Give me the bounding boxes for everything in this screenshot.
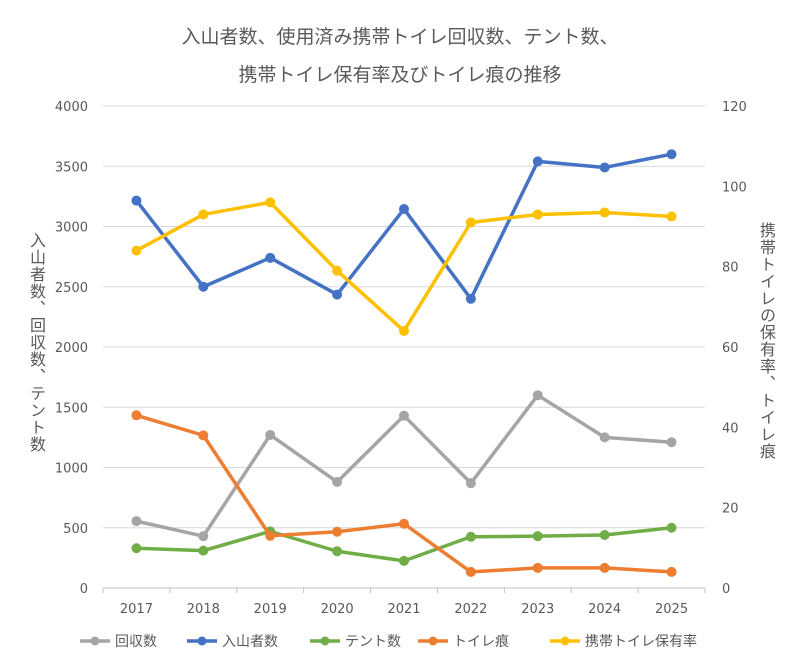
data-point (599, 562, 610, 573)
legend-marker (90, 636, 100, 646)
data-point (399, 518, 409, 529)
y-right-tick-label: 60 (722, 341, 739, 356)
y-axis-right-label: 携帯トイレの保有率、トイレ痕 (757, 222, 776, 460)
series-携帯トイレ保有率 (131, 197, 677, 336)
data-point (465, 531, 476, 542)
data-point (131, 410, 142, 421)
series-トイレ痕 (131, 410, 677, 577)
y-left-tick-label: 2500 (55, 281, 88, 296)
y-left-tick-label: 3000 (55, 221, 88, 236)
data-point (131, 245, 142, 256)
y-left-tick-label: 1000 (55, 462, 88, 477)
data-point (599, 207, 610, 218)
data-point (666, 437, 677, 448)
y-right-tick-label: 0 (722, 582, 730, 597)
legend-marker (428, 636, 438, 646)
data-point (532, 562, 543, 573)
legend-item: トイレ痕 (418, 634, 509, 650)
data-point (332, 526, 343, 537)
data-point (666, 522, 677, 533)
y-right-tick-label: 120 (722, 100, 747, 115)
data-point (332, 476, 343, 487)
legend-item: 回収数 (80, 634, 157, 650)
data-point (399, 204, 409, 215)
x-tick-label: 2020 (321, 602, 354, 617)
y-left-tick-label: 3500 (55, 160, 88, 175)
data-point (198, 545, 209, 556)
data-point (532, 156, 543, 167)
data-point (265, 429, 276, 440)
data-point (131, 195, 142, 206)
data-point (265, 252, 276, 263)
chart-title-line-1: 入山者数、使用済み携帯トイレ回収数、テント数、 (181, 26, 619, 48)
legend-item: 入山者数 (187, 634, 278, 650)
legend-item: テント数 (310, 634, 401, 650)
gridlines (103, 105, 705, 589)
x-tick-label: 2021 (387, 602, 420, 617)
y-right-tick-label: 40 (722, 421, 739, 436)
data-point (399, 555, 409, 566)
y-right-tick-label: 20 (722, 502, 739, 517)
x-tick-label: 2018 (187, 602, 220, 617)
legend-item: 携帯トイレ保有率 (550, 633, 697, 650)
data-point (198, 430, 209, 441)
series-回収数 (131, 390, 677, 542)
data-point (532, 531, 543, 542)
legend-label: 回収数 (115, 634, 157, 650)
data-point (399, 410, 409, 421)
data-point (265, 530, 276, 541)
legend-label: 入山者数 (222, 634, 278, 650)
legend: 回収数 入山者数 テント数 トイレ痕 携帯トイレ保有率 (80, 633, 697, 650)
data-point (198, 209, 209, 220)
data-point (131, 543, 142, 554)
y-left-tick-label: 2000 (55, 341, 88, 356)
x-tick-label: 2017 (120, 602, 153, 617)
x-tick-label: 2025 (655, 602, 688, 617)
series-入山者数 (131, 149, 677, 304)
x-tick-label: 2022 (454, 602, 487, 617)
data-point (599, 529, 610, 540)
x-tick-label: 2023 (521, 602, 554, 617)
y-right-tick-label: 80 (722, 261, 739, 276)
data-point (465, 217, 476, 228)
y-right-tick-label: 100 (722, 180, 747, 195)
y-axis-left-label: 入山者数、回収数、テント数 (27, 232, 46, 453)
legend-label: テント数 (345, 634, 401, 650)
data-point (532, 390, 543, 401)
legend-marker (197, 636, 207, 646)
data-point (265, 197, 276, 208)
y-left-tick-label: 500 (63, 522, 88, 537)
legend-label: 携帯トイレ保有率 (585, 633, 697, 650)
y-left-tick-label: 4000 (55, 100, 88, 115)
data-point (666, 211, 677, 222)
data-point (666, 566, 677, 577)
data-point (599, 432, 610, 443)
data-point (399, 325, 409, 336)
data-point (465, 293, 476, 304)
data-point (599, 162, 610, 173)
data-point (666, 149, 677, 160)
legend-marker (560, 636, 570, 646)
x-tick-label: 2019 (254, 602, 287, 617)
chart-title-line-2: 携帯トイレ保有率及びトイレ痕の推移 (238, 64, 562, 86)
legend-marker (320, 636, 330, 646)
data-point (131, 516, 142, 527)
data-point (198, 281, 209, 292)
data-point (198, 531, 209, 542)
data-point (532, 209, 543, 220)
data-point (465, 566, 476, 577)
data-point (332, 546, 343, 557)
y-left-tick-label: 1500 (55, 401, 88, 416)
data-point (332, 265, 343, 276)
data-point (332, 289, 343, 300)
series-line (134, 200, 674, 333)
y-left-tick-label: 0 (80, 582, 88, 597)
x-tick-label: 2024 (588, 602, 621, 617)
data-point (465, 478, 476, 489)
series-テント数 (131, 522, 677, 566)
legend-label: トイレ痕 (453, 634, 509, 650)
